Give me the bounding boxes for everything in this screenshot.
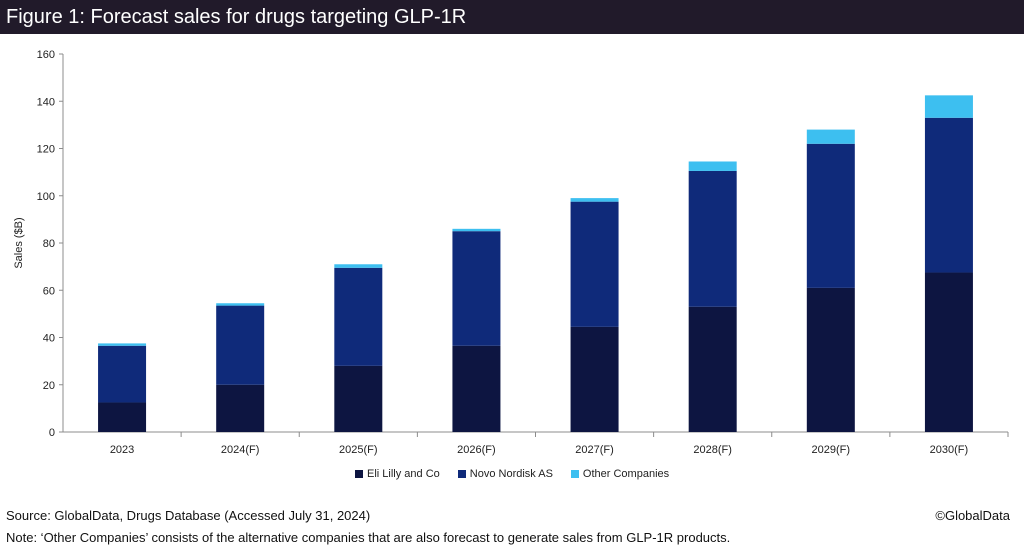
bar-other-companies-3 bbox=[452, 228, 501, 232]
x-tick-label: 2023 bbox=[110, 444, 134, 456]
x-tick-label: 2027(F) bbox=[575, 444, 614, 456]
bar-eli-lilly-and-co-1 bbox=[216, 384, 265, 432]
bar-eli-lilly-and-co-2 bbox=[334, 365, 383, 432]
legend-item: Eli Lilly and Co bbox=[355, 468, 440, 480]
footnote: Note: ‘Other Companies’ consists of the … bbox=[6, 530, 731, 545]
x-tick-label: 2029(F) bbox=[812, 444, 851, 456]
y-tick-label: 100 bbox=[37, 191, 55, 203]
bar-other-companies-2 bbox=[334, 264, 383, 268]
bar-novo-nordisk-as-1 bbox=[216, 305, 265, 385]
bar-novo-nordisk-as-4 bbox=[570, 201, 619, 327]
x-tick-label: 2025(F) bbox=[339, 444, 378, 456]
bar-eli-lilly-and-co-7 bbox=[924, 272, 973, 432]
bar-novo-nordisk-as-7 bbox=[924, 117, 973, 273]
bar-eli-lilly-and-co-4 bbox=[570, 326, 619, 432]
y-tick-label: 40 bbox=[43, 333, 55, 345]
bar-novo-nordisk-as-2 bbox=[334, 267, 383, 366]
x-tick-label: 2030(F) bbox=[930, 444, 969, 456]
x-tick-label: 2024(F) bbox=[221, 444, 260, 456]
bar-novo-nordisk-as-6 bbox=[806, 143, 855, 288]
y-tick-label: 0 bbox=[49, 427, 55, 439]
copyright-note: ©GlobalData bbox=[935, 508, 1010, 523]
bar-other-companies-6 bbox=[806, 129, 855, 144]
bar-eli-lilly-and-co-6 bbox=[806, 287, 855, 432]
bar-other-companies-5 bbox=[688, 161, 737, 171]
legend-swatch bbox=[570, 470, 579, 478]
figure-title: Figure 1: Forecast sales for drugs targe… bbox=[6, 6, 467, 28]
legend-label: Other Companies bbox=[582, 468, 670, 480]
bar-other-companies-4 bbox=[570, 198, 619, 202]
y-tick-label: 160 bbox=[37, 49, 55, 61]
y-tick-label: 120 bbox=[37, 144, 55, 156]
y-tick-label: 20 bbox=[43, 380, 55, 392]
bar-eli-lilly-and-co-0 bbox=[98, 402, 147, 432]
bar-other-companies-1 bbox=[216, 303, 265, 306]
legend-label: Eli Lilly and Co bbox=[367, 468, 440, 480]
legend-label: Novo Nordisk AS bbox=[469, 468, 553, 480]
bar-other-companies-0 bbox=[98, 343, 147, 346]
y-tick-label: 140 bbox=[37, 96, 55, 108]
bar-eli-lilly-and-co-5 bbox=[688, 306, 737, 432]
legend-item: Novo Nordisk AS bbox=[457, 468, 553, 480]
x-tick-label: 2026(F) bbox=[457, 444, 496, 456]
y-tick-label: 80 bbox=[43, 238, 55, 250]
bar-novo-nordisk-as-3 bbox=[452, 231, 501, 346]
bar-other-companies-7 bbox=[924, 95, 973, 118]
legend-swatch bbox=[355, 470, 363, 478]
legend-swatch bbox=[457, 470, 466, 478]
y-tick-label: 60 bbox=[43, 285, 55, 297]
stacked-bar-chart: 0 20 40 60 80 100 120 140 160 Sales ($B) 2023 2024(… bbox=[13, 49, 1009, 456]
bar-novo-nordisk-as-0 bbox=[98, 345, 147, 403]
x-tick-label: 2028(F) bbox=[693, 444, 732, 456]
source-note: Source: GlobalData, Drugs Database (Acce… bbox=[6, 508, 371, 523]
figure-title-bar: Figure 1: Forecast sales for drugs targe… bbox=[0, 0, 1024, 34]
chart-legend: Eli Lilly and Co Novo Nordisk AS Other Com… bbox=[355, 468, 669, 480]
bar-novo-nordisk-as-5 bbox=[688, 170, 737, 307]
legend-item: Other Companies bbox=[570, 468, 670, 480]
y-axis-title: Sales ($B) bbox=[13, 217, 25, 268]
bar-eli-lilly-and-co-3 bbox=[452, 345, 501, 432]
